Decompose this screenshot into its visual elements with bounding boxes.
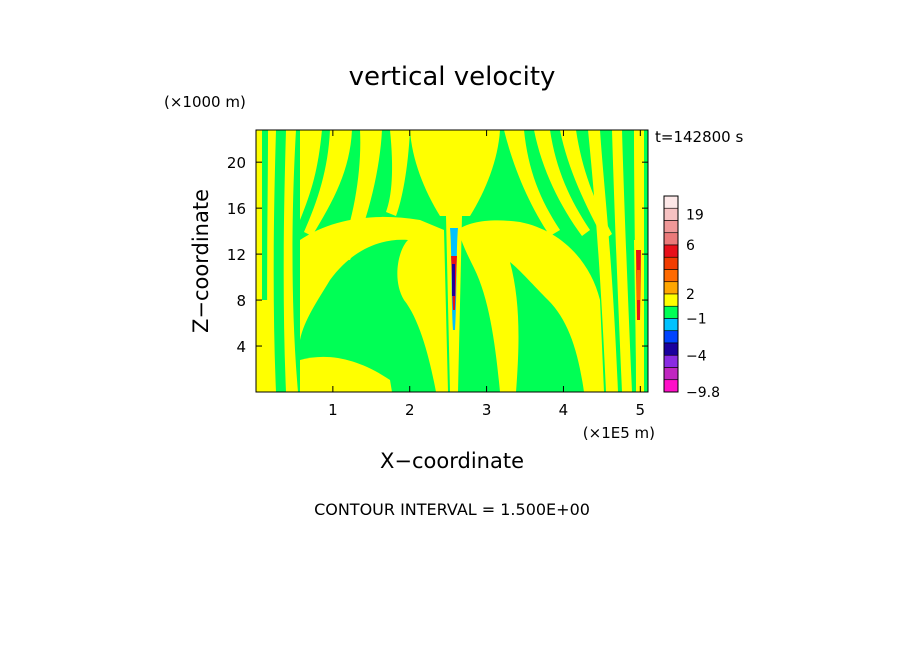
- colorbar-level: [663, 207, 679, 221]
- y-axis-ticks: 4 8 12 16 20: [227, 154, 648, 356]
- colorbar-level: [663, 232, 679, 246]
- x-tick-label: 1: [328, 401, 338, 419]
- x-axis-label: X−coordinate: [380, 449, 524, 473]
- x-tick-label: 3: [482, 401, 492, 419]
- colorbar-level: [663, 305, 679, 319]
- colorbar-level: [663, 281, 679, 295]
- colorbar-label: −1: [686, 312, 707, 328]
- y-tick-label: 20: [227, 154, 246, 172]
- colorbar-level: [663, 379, 679, 393]
- plot-frame: [255, 129, 649, 393]
- colorbar-level: [663, 220, 679, 234]
- colorbar-level: [663, 367, 679, 381]
- y-tick-label: 8: [236, 292, 246, 310]
- colorbar-level: [663, 354, 679, 368]
- x-tick-label: 4: [559, 401, 569, 419]
- colorbar-level: [663, 342, 679, 356]
- heatmap-field: [256, 130, 648, 392]
- colorbar-frame: [663, 195, 679, 393]
- colorbar-level: [663, 244, 679, 258]
- y-tick-label: 12: [227, 246, 246, 264]
- chart-title: vertical velocity: [349, 62, 556, 92]
- colorbar-label: 6: [686, 238, 695, 254]
- y-tick-label: 4: [236, 338, 246, 356]
- time-label: t=142800 s: [655, 128, 743, 146]
- x-tick-label: 5: [636, 401, 646, 419]
- colorbar-label: −9.8: [686, 385, 720, 401]
- jet-center: [446, 216, 462, 392]
- colorbar-level: [663, 256, 679, 270]
- y-tick-label: 16: [227, 200, 246, 218]
- y-unit-label: (×1000 m): [164, 93, 246, 111]
- y-axis-label: Z−coordinate: [189, 189, 213, 333]
- colorbar-label: 19: [686, 207, 704, 223]
- central-yellow: [256, 130, 604, 392]
- x-unit-label: (×1E5 m): [583, 424, 655, 442]
- x-axis-ticks: 1 2 3 4 5: [328, 130, 645, 419]
- colorbar-level: [663, 195, 679, 209]
- colorbar: [663, 195, 679, 393]
- colorbar-level: [663, 293, 679, 307]
- colorbar-label: −4: [686, 348, 707, 364]
- colorbar-labels: 19 6 2 −1 −4 −9.8: [686, 207, 720, 401]
- x-tick-label: 2: [405, 401, 415, 419]
- colorbar-level: [663, 269, 679, 283]
- colorbar-label: 2: [686, 287, 695, 303]
- contour-interval-text: CONTOUR INTERVAL = 1.500E+00: [314, 500, 590, 519]
- colorbar-level: [663, 330, 679, 344]
- jet-right: [634, 240, 644, 360]
- colorbar-level: [663, 318, 679, 332]
